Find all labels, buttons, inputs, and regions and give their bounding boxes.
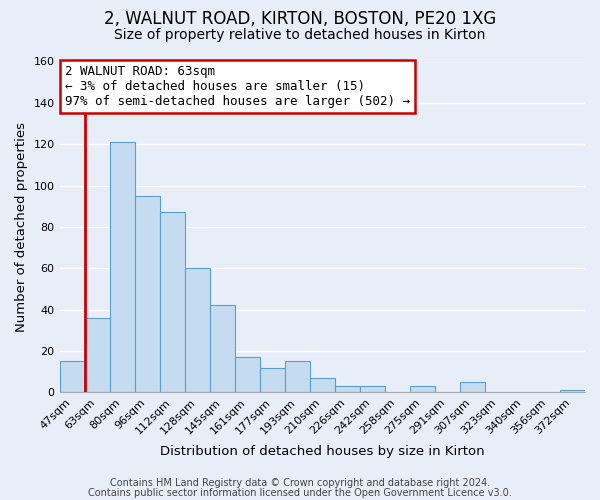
Bar [59,362,85,392]
Bar [310,378,335,392]
Y-axis label: Number of detached properties: Number of detached properties [15,122,28,332]
X-axis label: Distribution of detached houses by size in Kirton: Distribution of detached houses by size … [160,444,485,458]
Bar [460,382,485,392]
Text: Contains HM Land Registry data © Crown copyright and database right 2024.: Contains HM Land Registry data © Crown c… [110,478,490,488]
Text: Contains public sector information licensed under the Open Government Licence v3: Contains public sector information licen… [88,488,512,498]
Bar [134,196,160,392]
Text: 2, WALNUT ROAD, KIRTON, BOSTON, PE20 1XG: 2, WALNUT ROAD, KIRTON, BOSTON, PE20 1XG [104,10,496,28]
Bar [235,357,260,392]
Bar [410,386,435,392]
Bar [560,390,585,392]
Bar [335,386,360,392]
Text: Size of property relative to detached houses in Kirton: Size of property relative to detached ho… [115,28,485,42]
Bar [185,268,209,392]
Bar [160,212,185,392]
Bar [285,362,310,392]
Bar [85,318,110,392]
Bar [360,386,385,392]
Bar [260,368,285,392]
Bar [209,306,235,392]
Text: 2 WALNUT ROAD: 63sqm
← 3% of detached houses are smaller (15)
97% of semi-detach: 2 WALNUT ROAD: 63sqm ← 3% of detached ho… [65,65,410,108]
Bar [110,142,134,393]
